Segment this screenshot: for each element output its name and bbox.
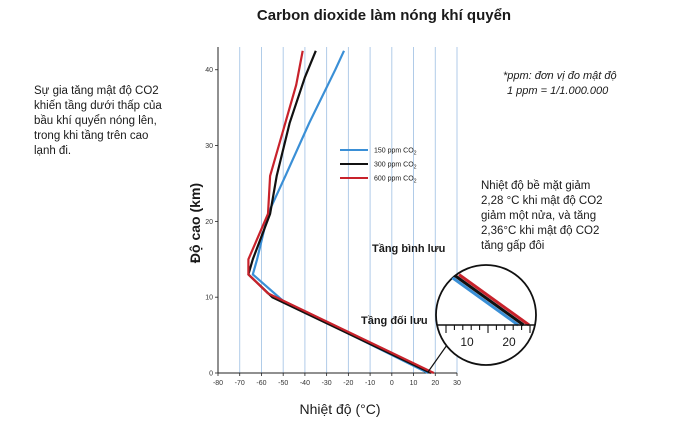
left-note-line: khiến tầng dưới thấp của [34,100,162,112]
x-tick-label: -60 [256,380,266,387]
x-tick-label: 0 [390,380,394,387]
zoom-tick-label: 20 [502,335,516,349]
x-tick-labels: -80 -70 -60 -50 -40 -30 -20 -10 0 10 20 30 [213,380,461,387]
y-axis-title: Độ cao (km) [187,183,203,263]
left-annotation: Sự gia tăng mật độ CO2 khiến tầng dưới t… [34,85,162,157]
left-note-line: Sự gia tăng mật độ CO2 [34,85,159,97]
y-tick-label: 30 [205,143,213,150]
left-note-line: trong khi tầng trên cao [34,130,148,142]
zoom-series-line-150 [447,273,520,327]
y-tick-label: 0 [209,371,213,378]
legend-label-600: 600 ppm CO2 [374,176,417,185]
surface-note-line: giảm một nửa, và tăng [481,210,596,222]
y-tick-label: 20 [205,219,213,226]
x-axis-title: Nhiệt độ (°C) [299,401,380,417]
zoom-series-line-600 [458,273,530,327]
x-tick-label: -20 [343,380,353,387]
zoom-series-line-300 [452,273,525,327]
zoom-ticks [445,325,531,333]
legend: 150 ppm CO2 300 ppm CO2 600 ppm CO2 [340,148,417,185]
zoom-tick-label: 10 [460,335,474,349]
stratosphere-label: Tầng bình lưu [372,243,445,255]
x-tick-label: -50 [278,380,288,387]
y-tick-label: 10 [205,295,213,302]
zoom-callout: 10 20 [427,264,537,373]
legend-label-300: 300 ppm CO2 [374,162,417,171]
surface-note-line: tăng gấp đôi [481,240,544,252]
left-note-line: lạnh đi. [34,145,71,157]
zoom-circle [435,264,537,366]
x-tick-label: -40 [300,380,310,387]
x-tick-label: -10 [365,380,375,387]
ppm-annotation: *ppm: đơn vị đo mật độ 1 ppm = 1/1.000.0… [503,70,617,97]
surface-annotation: Nhiệt độ bề mặt giảm 2,28 °C khi mật độ … [481,180,603,252]
x-tick-label: 30 [453,380,461,387]
x-tick-label: 10 [410,380,418,387]
ppm-note-line: *ppm: đơn vị đo mật độ [503,70,617,82]
zoom-pointer-line [427,344,448,373]
x-tick-label: 20 [431,380,439,387]
ppm-note-line: 1 ppm = 1/1.000.000 [507,85,609,97]
surface-note-line: Nhiệt độ bề mặt giảm [481,180,590,192]
axes [215,47,458,376]
legend-label-150: 150 ppm CO2 [374,148,417,157]
x-tick-label: -80 [213,380,223,387]
zoom-series [447,273,530,327]
left-note-line: bầu khí quyển nóng lên, [34,115,157,127]
surface-note-line: 2,28 °C khi mật độ CO2 [481,195,603,207]
x-tick-label: -70 [235,380,245,387]
x-tick-label: -30 [322,380,332,387]
data-series [247,50,435,374]
y-tick-labels: 0 10 20 30 40 [205,67,213,377]
series-line-600 [247,50,435,374]
y-tick-label: 40 [205,67,213,74]
chart-title: Carbon dioxide làm nóng khí quyển [257,7,511,24]
troposphere-label: Tầng đối lưu [361,315,428,327]
surface-note-line: 2,36°C khi mật độ CO2 [481,225,599,237]
